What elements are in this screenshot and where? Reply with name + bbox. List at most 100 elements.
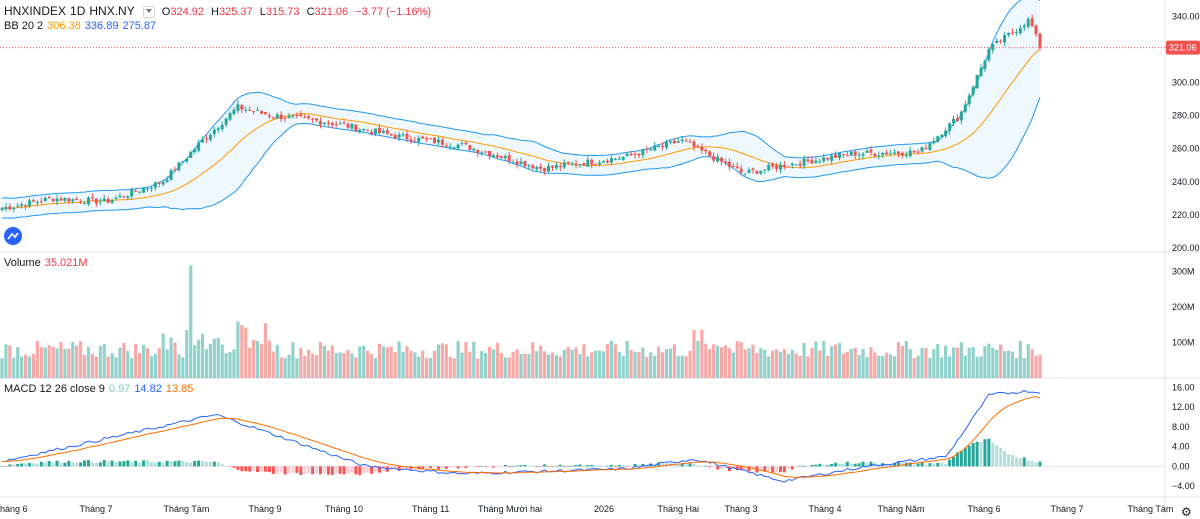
macd-histogram-bar: [94, 462, 98, 467]
tradingview-logo-icon[interactable]: [4, 227, 22, 245]
macd-histogram-bar: [145, 460, 149, 467]
volume-bar: [1026, 344, 1030, 378]
volume-bar: [1006, 350, 1011, 378]
volume-bar: [539, 345, 543, 378]
volume-bar: [747, 348, 751, 378]
gear-icon[interactable]: ⚙: [1181, 505, 1192, 519]
volume-bar: [311, 353, 315, 378]
macd-histogram-bar: [39, 461, 43, 467]
candle-body: [448, 146, 452, 148]
macd-histogram-bar: [810, 465, 814, 467]
macd-histogram-bar: [606, 465, 609, 467]
volume-bar: [991, 347, 995, 378]
macd-histogram-bar: [775, 466, 779, 473]
candle-body: [562, 162, 566, 168]
volume-bar: [275, 344, 279, 378]
macd-histogram-bar: [436, 466, 440, 470]
macd-histogram-bar: [452, 466, 456, 468]
price-tick-label: 260.00: [1172, 144, 1200, 154]
candle-body: [59, 198, 63, 201]
macd-histogram-bar: [782, 466, 786, 473]
x-tick-label: Tháng Năm: [878, 504, 925, 514]
volume-bar: [771, 350, 775, 378]
macd-histogram-bar: [90, 461, 94, 467]
volume-tick-label: 300M: [1172, 267, 1195, 277]
volume-bar: [279, 357, 283, 378]
macd-histogram-bar: [519, 465, 523, 467]
macd-histogram-bar: [511, 466, 515, 467]
candle-body: [98, 201, 102, 203]
volume-bar: [944, 345, 948, 378]
macd-histogram-bar: [704, 465, 708, 467]
candle-body: [786, 166, 790, 168]
candle-body: [704, 149, 708, 152]
bb-lower: 275.87: [122, 20, 157, 32]
volume-bar: [460, 352, 464, 378]
macd-histogram-bar: [940, 463, 944, 467]
candle-body: [480, 152, 484, 154]
volume-bar: [535, 351, 539, 378]
volume-bar: [692, 329, 696, 378]
c-label: C: [306, 6, 315, 18]
c-value: 321.06: [314, 6, 349, 18]
macd-histogram-bar: [55, 460, 59, 467]
macd-histogram-bar: [75, 462, 79, 467]
symbol-name[interactable]: HNXINDEX: [4, 4, 67, 18]
candle-body: [287, 115, 291, 119]
volume-bar: [326, 350, 330, 378]
volume-bar: [546, 354, 551, 378]
volume-label[interactable]: Volume: [4, 257, 41, 269]
candle-body: [790, 163, 794, 166]
macd-label[interactable]: MACD 12 26 close 9: [4, 383, 105, 395]
volume-tick-label: 200M: [1172, 302, 1195, 312]
candle-body: [1018, 28, 1022, 34]
candle-body: [201, 139, 205, 143]
volume-bar: [558, 356, 562, 378]
bb-lower-line: [1, 97, 1041, 219]
volume-bar: [719, 347, 724, 378]
o-value: 324.92: [170, 6, 204, 18]
volume-bar: [503, 357, 507, 378]
candle-body: [350, 124, 354, 129]
volume-bar: [82, 355, 87, 378]
volume-bar: [480, 351, 484, 378]
candle-body: [684, 140, 688, 142]
volume-bar: [90, 353, 95, 378]
volume-bar: [428, 357, 433, 378]
volume-bar: [586, 356, 590, 378]
volume-bar: [621, 355, 625, 378]
macd-tick-label: 0.00: [1172, 461, 1190, 471]
macd-histogram-bar: [429, 466, 433, 468]
candle-body: [299, 114, 303, 117]
candle-body: [153, 182, 157, 188]
macd-histogram-bar: [212, 461, 216, 467]
macd-histogram-bar: [134, 460, 138, 467]
volume-bar: [782, 349, 787, 378]
volume-bar: [657, 346, 661, 378]
legend-main: HNXINDEX 1D HNX.NY O324.92 H325.37 L315.73…: [4, 4, 435, 19]
volume-bar: [849, 349, 853, 378]
macd-histogram-bar: [613, 466, 617, 468]
candle-body: [543, 168, 547, 172]
x-tick-label: 2026: [594, 504, 614, 514]
macd-histogram-bar: [570, 465, 574, 467]
volume-bar: [130, 358, 134, 378]
candle-body: [472, 148, 476, 151]
macd-histogram-bar: [865, 463, 869, 467]
macd-histogram-bar: [625, 466, 629, 467]
macd-histogram-bar: [256, 466, 260, 473]
candle-body: [189, 152, 193, 158]
macd-histogram-bar: [153, 462, 157, 467]
bb-label[interactable]: BB 20 2: [4, 20, 44, 32]
candle-body: [303, 116, 307, 118]
candle-body: [444, 145, 448, 147]
volume-bar: [888, 354, 893, 378]
interval[interactable]: 1D: [70, 4, 86, 18]
candle-body: [417, 137, 421, 142]
exchange[interactable]: HNX.NY: [89, 4, 135, 18]
macd-histogram-bar: [877, 464, 881, 467]
volume-bar: [55, 348, 59, 378]
candle-body: [252, 111, 256, 113]
chevron-down-icon[interactable]: [142, 6, 155, 19]
